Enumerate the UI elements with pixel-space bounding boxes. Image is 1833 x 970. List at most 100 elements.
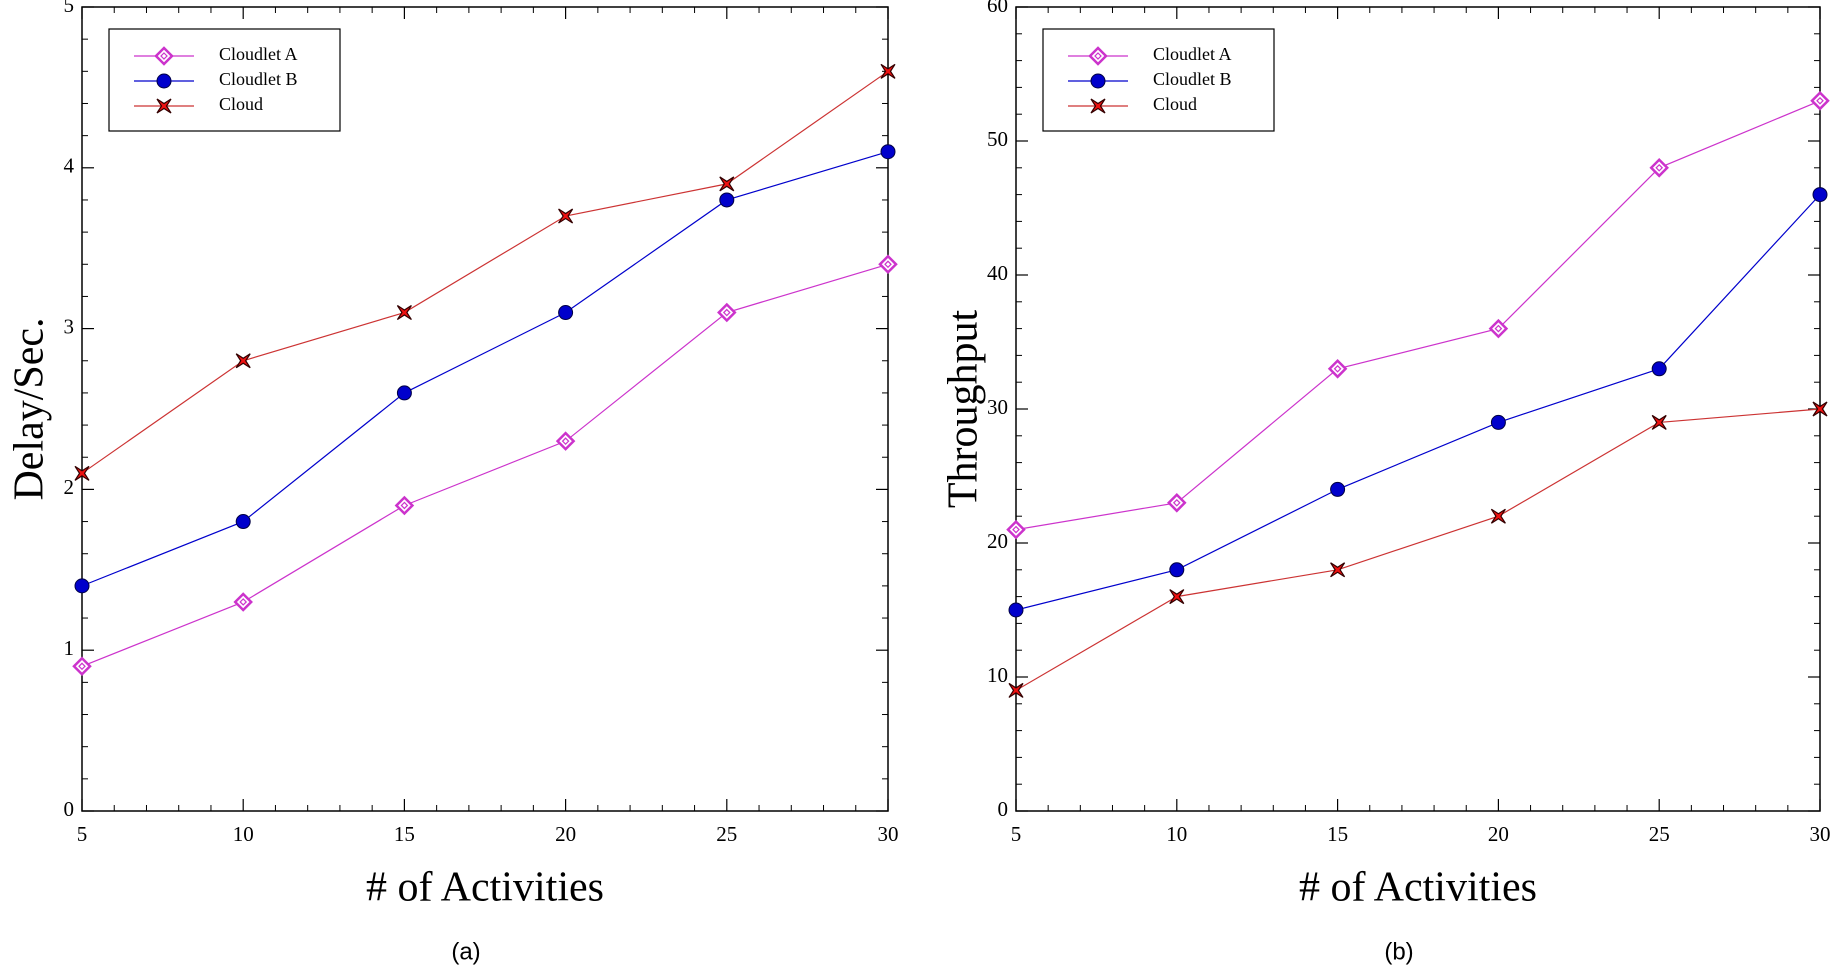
series-line — [81, 70, 889, 474]
marker-inner — [239, 598, 248, 606]
marker-shape — [1088, 46, 1108, 66]
y-tick-label: 0 — [998, 797, 1009, 821]
marker — [1812, 187, 1828, 203]
x-tick-label: 30 — [878, 822, 899, 846]
x-tick-label: 5 — [77, 822, 88, 846]
marker-inner — [1012, 525, 1020, 534]
y-axis-title: Delay/Sec. — [7, 317, 53, 500]
marker-shape — [1006, 519, 1026, 540]
y-tick-label: 60 — [987, 0, 1008, 17]
marker — [1327, 359, 1348, 379]
marker — [1649, 158, 1669, 178]
marker-shape — [1810, 91, 1830, 111]
x-tick-label: 30 — [1810, 822, 1831, 846]
legend-box — [1042, 28, 1275, 132]
marker — [1490, 414, 1506, 430]
marker — [154, 46, 174, 66]
marker-inner — [160, 52, 168, 60]
x-tick-label: 10 — [1166, 822, 1187, 846]
y-tick-label: 30 — [987, 395, 1008, 419]
marker — [1651, 414, 1667, 430]
y-tick-label: 5 — [64, 0, 75, 17]
series-line — [81, 263, 889, 667]
marker — [74, 465, 90, 481]
x-tick-label: 25 — [716, 822, 737, 846]
marker — [1006, 519, 1026, 540]
marker — [717, 302, 737, 323]
marker — [396, 305, 412, 321]
marker — [719, 192, 735, 208]
marker — [1330, 562, 1346, 578]
marker — [396, 385, 412, 401]
marker — [156, 98, 172, 114]
x-tick-label: 10 — [233, 822, 254, 846]
marker — [719, 176, 735, 192]
series-line — [81, 151, 889, 587]
marker — [880, 144, 896, 160]
x-tick-label: 25 — [1649, 822, 1670, 846]
marker — [233, 592, 253, 612]
marker-inner — [1655, 163, 1664, 172]
marker-inner — [1494, 324, 1503, 333]
caption: (b) — [1384, 938, 1413, 965]
marker — [1812, 401, 1828, 417]
marker — [235, 353, 251, 369]
marker — [1090, 73, 1106, 89]
x-tick-label: 5 — [1011, 822, 1022, 846]
legend-label: Cloud — [219, 94, 263, 114]
marker-inner — [1333, 364, 1342, 373]
x-tick-label: 20 — [1488, 822, 1509, 846]
marker — [1810, 91, 1830, 111]
marker — [1490, 508, 1506, 524]
marker-shape — [394, 495, 415, 516]
x-axis-title: # of Activities — [1299, 865, 1537, 911]
marker — [235, 514, 251, 530]
plot-frame — [81, 6, 889, 812]
y-tick-label: 2 — [64, 475, 75, 499]
y-tick-label: 40 — [987, 261, 1008, 285]
marker — [880, 63, 896, 79]
marker — [558, 208, 574, 224]
marker — [156, 73, 172, 89]
marker — [555, 431, 576, 451]
legend-label: Cloudlet B — [219, 69, 298, 89]
marker-shape — [1167, 493, 1187, 513]
legend-label: Cloud — [1153, 94, 1197, 114]
marker-inner — [1172, 498, 1181, 507]
marker — [1169, 562, 1185, 578]
marker-inner — [78, 662, 86, 671]
marker — [74, 578, 90, 594]
marker — [1008, 602, 1024, 618]
marker-shape — [878, 254, 898, 275]
series-line — [1015, 100, 1821, 531]
y-tick-label: 10 — [987, 663, 1008, 687]
legend-box — [108, 28, 341, 132]
marker-shape — [1327, 359, 1348, 379]
y-tick-label: 50 — [987, 127, 1008, 151]
marker — [72, 656, 92, 677]
marker-inner — [1094, 52, 1102, 60]
x-tick-label: 15 — [1327, 822, 1348, 846]
y-tick-label: 20 — [987, 529, 1008, 553]
series-line — [1015, 194, 1821, 611]
marker — [878, 254, 898, 275]
marker — [1167, 493, 1187, 513]
x-tick-label: 15 — [394, 822, 415, 846]
legend-label: Cloudlet A — [1153, 44, 1232, 64]
marker — [1488, 318, 1509, 339]
marker-inner — [884, 260, 892, 269]
marker-shape — [1488, 318, 1509, 339]
marker-inner — [722, 308, 731, 317]
caption: (a) — [451, 938, 480, 965]
y-tick-label: 3 — [64, 314, 75, 338]
marker-shape — [717, 302, 737, 323]
marker-inner — [400, 501, 409, 510]
marker-shape — [233, 592, 253, 612]
marker — [1008, 682, 1024, 698]
marker — [1090, 98, 1106, 114]
series-line — [1015, 408, 1821, 691]
y-axis-title: Throughput — [941, 310, 987, 509]
legend-label: Cloudlet B — [1153, 69, 1232, 89]
marker-shape — [1649, 158, 1669, 178]
